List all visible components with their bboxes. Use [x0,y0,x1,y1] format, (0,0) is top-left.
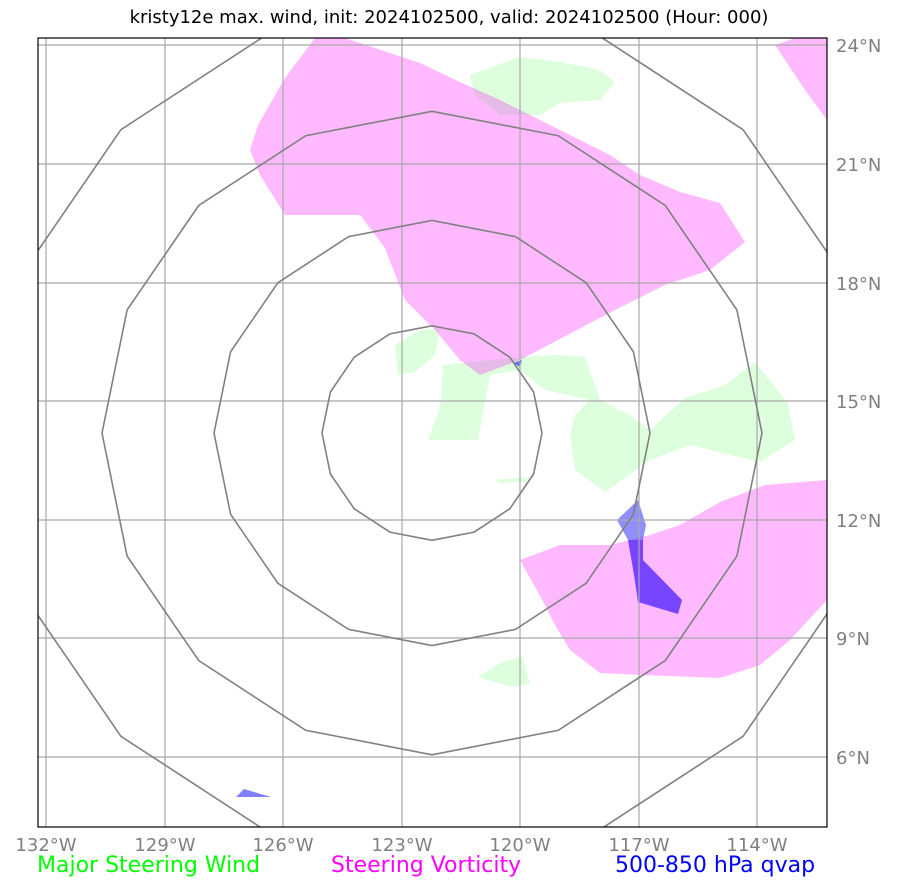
steering-wind-area [495,477,530,483]
vorticity-area [775,38,827,120]
map-plot-area [38,38,827,827]
lat-label: 15°N [836,392,881,413]
lat-label: 12°N [836,511,881,532]
legend-steering-wind: Major Steering Wind [37,853,261,878]
lon-label: 129°W [134,835,195,856]
legend-qvap: 500-850 hPa qvap [615,853,816,878]
lat-label: 6°N [836,748,870,769]
vorticity-area [520,480,827,678]
lat-label: 24°N [836,36,881,57]
lon-label: 114°W [726,835,787,856]
lon-label: 120°W [489,835,550,856]
range-ring [101,110,763,756]
qvap-area [628,540,682,614]
gridlines [38,38,827,827]
steering-wind-area [428,355,795,492]
lon-label: 126°W [252,835,313,856]
steering-wind-areas [395,57,795,687]
lat-tick-labels: 24°N 21°N 18°N 15°N 12°N 9°N 6°N [836,36,881,769]
range-rings [38,38,827,827]
map-title: kristy12e max. wind, init: 2024102500, v… [129,7,769,28]
lat-label: 9°N [836,629,870,650]
qvap-area [236,789,271,797]
steering-wind-area [395,328,440,375]
map-frame [37,37,828,828]
steering-wind-area [470,57,615,115]
range-ring [321,324,543,542]
range-ring [213,219,651,647]
lon-tick-labels: 132°W 129°W 126°W 123°W 120°W 117°W 114°… [15,835,787,856]
legend-steering-vorticity: Steering Vorticity [331,853,522,878]
lon-label: 132°W [15,835,76,856]
range-ring [38,38,827,827]
lat-label: 21°N [836,155,881,176]
lat-label: 18°N [836,274,881,295]
lon-label: 123°W [371,835,432,856]
steering-wind-area [478,656,530,687]
lon-label: 117°W [608,835,669,856]
